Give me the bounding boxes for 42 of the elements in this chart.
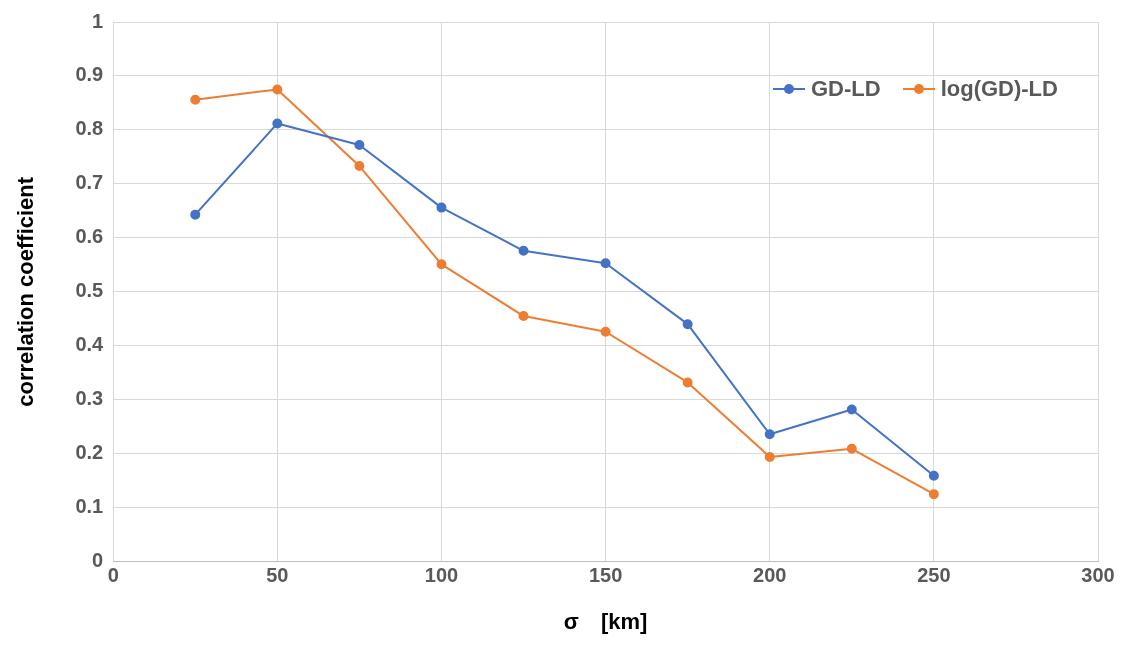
y-tick-label: 0.8 — [75, 117, 104, 140]
point — [190, 94, 201, 105]
point — [600, 326, 611, 337]
point — [190, 209, 201, 220]
point — [518, 245, 529, 256]
y-axis-title: correlation coefficient — [13, 176, 39, 407]
y-tick-label: 0.1 — [75, 495, 104, 518]
point — [846, 443, 857, 454]
legend-label: GD-LD — [811, 75, 881, 102]
x-tick-label: 0 — [107, 564, 119, 587]
point — [272, 118, 283, 129]
point — [764, 429, 775, 440]
y-tick-label: 0.2 — [75, 441, 104, 464]
point — [436, 202, 447, 213]
point — [846, 404, 857, 415]
point — [436, 259, 447, 270]
y-tick-label: 0.7 — [75, 171, 104, 194]
y-tick-label: 0.9 — [75, 63, 104, 86]
y-tick-label: 1 — [92, 9, 104, 32]
point — [928, 489, 939, 500]
point — [354, 161, 365, 172]
y-tick-label: 0.5 — [75, 279, 104, 302]
x-tick-label: 100 — [424, 564, 459, 587]
point — [518, 311, 529, 322]
legend-label: log(GD)-LD — [940, 75, 1058, 102]
point — [682, 377, 693, 388]
x-tick-label: 150 — [588, 564, 623, 587]
x-axis-title: σ [km] — [563, 608, 648, 634]
x-tick-label: 50 — [266, 564, 289, 587]
y-tick-label: 0.3 — [75, 387, 104, 410]
x-tick-label: 200 — [753, 564, 787, 587]
x-tick-label: 250 — [917, 564, 951, 587]
y-tick-label: 0 — [92, 549, 104, 572]
point — [600, 258, 611, 269]
point — [354, 140, 365, 151]
point — [272, 84, 283, 95]
y-tick-label: 0.4 — [75, 333, 105, 356]
point — [764, 451, 775, 462]
point — [928, 470, 939, 481]
y-tick-label: 0.6 — [75, 225, 104, 248]
point — [682, 319, 693, 330]
x-tick-label: 300 — [1081, 564, 1115, 587]
